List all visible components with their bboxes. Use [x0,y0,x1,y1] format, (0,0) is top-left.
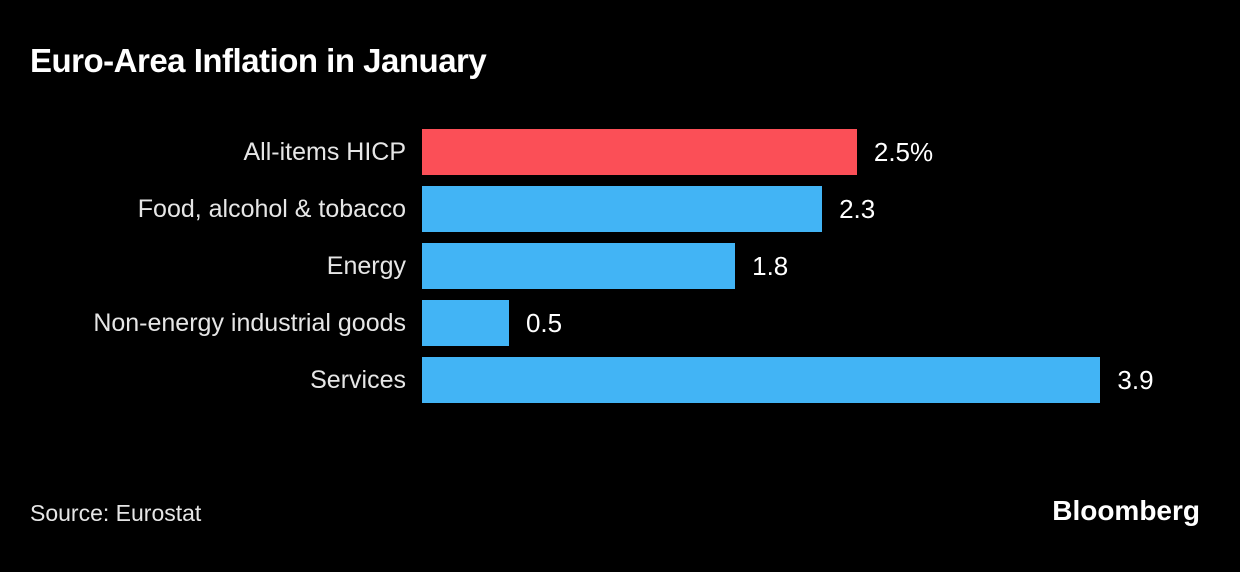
category-label: All-items HICP [243,137,406,166]
chart-row: Food, alcohol & tobacco 2.3 [30,186,1210,232]
bar-track: 3.9 [422,357,1210,403]
category-label: Food, alcohol & tobacco [137,194,406,223]
value-label: 1.8 [752,250,789,281]
chart-row: All-items HICP 2.5% [30,129,1210,175]
value-label: 2.5% [873,136,934,167]
chart-row: Services 3.9 [30,357,1210,403]
value-label: 3.9 [1117,364,1154,395]
bar-energy [422,243,736,289]
category-label: Energy [326,251,406,280]
chart-row: Energy 1.8 [30,243,1210,289]
bloomberg-logo: Bloomberg [1052,495,1200,526]
value-label: 2.3 [839,193,876,224]
bar-all-items-hicp [422,129,857,175]
source-attribution: Source: Eurostat [30,500,202,526]
value-label: 0.5 [525,307,563,338]
bar-track: 0.5 [422,300,1210,346]
bar-track: 2.3 [422,186,1210,232]
bar-track: 1.8 [422,243,1210,289]
bar-food-alcohol-tobacco [422,186,823,232]
category-label: Non-energy industrial goods [93,308,406,337]
category-label: Services [310,365,406,394]
bar-non-energy-industrial-goods [422,300,509,346]
bar-track: 2.5% [422,129,1210,175]
chart-row: Non-energy industrial goods 0.5 [30,300,1210,346]
chart-title: Euro-Area Inflation in January [30,42,487,79]
bar-chart: All-items HICP 2.5% Food, alcohol & toba… [30,129,1210,414]
bar-services [422,357,1101,403]
